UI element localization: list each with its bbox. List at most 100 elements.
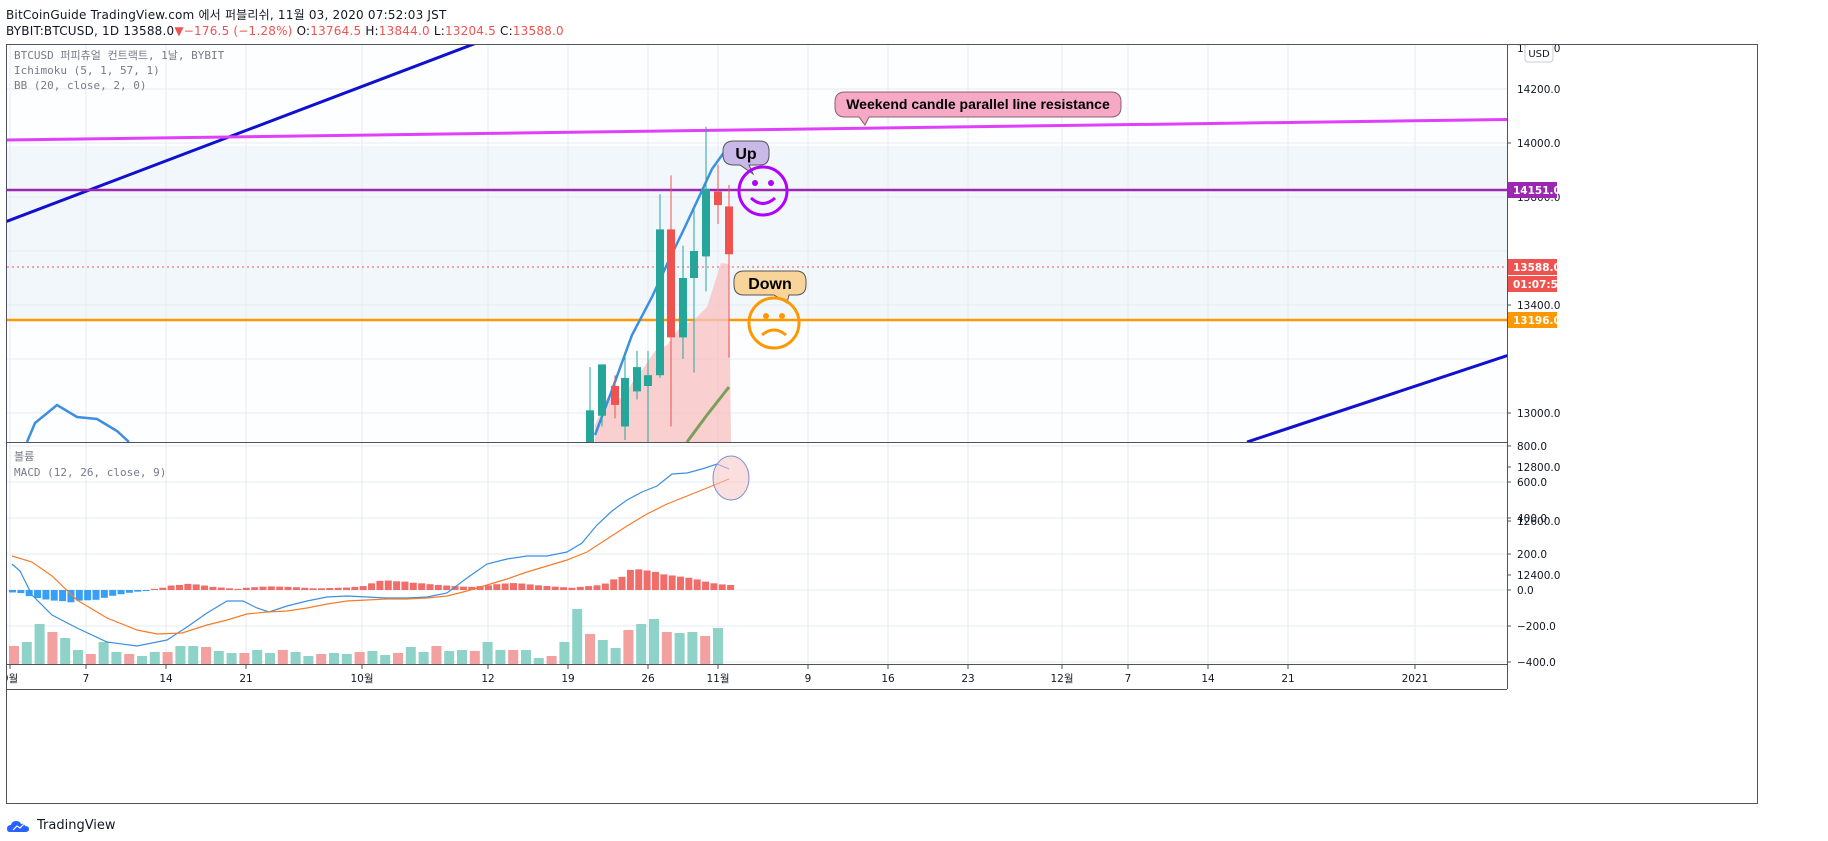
legend-macd[interactable]: MACD (12, 26, close, 9) (14, 466, 166, 479)
volume-bar (444, 651, 455, 664)
macd-histogram-bar (476, 586, 484, 590)
volume-bar (674, 633, 685, 664)
volume-bar (380, 655, 391, 664)
cloud-band (7, 146, 1757, 320)
legend-volume[interactable]: 볼륨 (14, 450, 34, 463)
resistance-callout[interactable]: Weekend candle parallel line resistance (834, 91, 1122, 126)
macd-tick-label: −400.0 (1517, 657, 1556, 669)
candle-body (725, 206, 733, 255)
macd-histogram-bar (125, 590, 133, 593)
volume-bar (367, 651, 378, 664)
macd-histogram-bar (50, 590, 58, 601)
weekend-resistance-line[interactable] (7, 114, 1757, 142)
macd-tick-label: 600.0 (1517, 477, 1547, 489)
macd-histogram-bar (543, 585, 551, 590)
bollinger-upper-band (593, 143, 736, 436)
volume-bar (572, 609, 583, 664)
volume-bar (98, 642, 109, 664)
volume-bar (265, 653, 275, 664)
macd-histogram-bar (493, 584, 501, 590)
macd-histogram-bar (551, 586, 559, 590)
low-label: L: (433, 24, 445, 38)
macd-line (11, 463, 730, 647)
volume-bar (585, 634, 595, 664)
price-tag-bg (1508, 276, 1557, 292)
vertical-grid (9, 45, 1416, 442)
macd-histogram-bar (92, 590, 100, 600)
macd-histogram-bar (601, 583, 609, 590)
chart-frame[interactable]: Weekend candle parallel line resistance … (6, 44, 1758, 804)
sad-face-icon[interactable] (747, 296, 801, 350)
macd-histogram-bar (727, 584, 735, 590)
macd-histogram-bar (393, 581, 401, 590)
currency-label: USD (1528, 49, 1550, 60)
lower-horizontal-grid (7, 445, 1507, 663)
volume-bar (495, 650, 506, 664)
rising-trend-line-upper[interactable] (7, 45, 487, 223)
volume-bar (405, 647, 416, 664)
macd-histogram-bar (535, 585, 543, 590)
macd-histogram-bar (343, 587, 350, 590)
macd-histogram-bar (176, 584, 183, 590)
volume-bar (9, 646, 19, 664)
volume-bar (34, 624, 45, 664)
down-callout[interactable]: Down (733, 270, 807, 304)
price-tick-label: 12800.0 (1517, 462, 1560, 474)
candle-body (667, 229, 675, 338)
time-tick-label: 16 (881, 673, 895, 685)
macd-histogram-bar (142, 590, 150, 591)
time-axis[interactable] (7, 665, 1507, 689)
macd-histogram-bar (409, 582, 417, 590)
smiley-face-icon[interactable] (737, 165, 789, 217)
price-tick-label: 14000.0 (1517, 138, 1560, 150)
currency-button[interactable]: USD (1524, 45, 1554, 63)
legend-instrument[interactable]: BTCUSD 퍼피츄얼 컨트랙트, 1날, BYBIT (14, 48, 225, 62)
macd-histogram-bar (643, 570, 651, 590)
candle-body (611, 386, 619, 405)
macd-histogram-bar (376, 580, 384, 590)
macd-histogram-bar (326, 587, 334, 590)
macd-tick-label: 800.0 (1517, 441, 1547, 453)
time-tick-label: 23 (961, 673, 974, 685)
price-tag-label: 13588.0 (1513, 262, 1561, 274)
time-tick-label: 7 (1125, 673, 1132, 685)
time-tick-label: 26 (641, 673, 655, 685)
candle-body (714, 191, 722, 206)
volume-bar (47, 632, 58, 664)
price-axis-labels: 15000.014800.014600.014400.014000.013800… (1507, 45, 1560, 582)
volume-bar (21, 642, 32, 664)
macd-histogram-bar (25, 590, 33, 597)
up-callout[interactable]: Up (722, 140, 770, 176)
close-value: 13588.0 (512, 24, 564, 38)
volume-bar (85, 654, 96, 664)
macd-histogram-bar (660, 574, 668, 590)
price-axis[interactable] (1507, 45, 1757, 803)
macd-histogram-bar (576, 586, 584, 590)
macd-histogram-bar (134, 590, 142, 592)
price-tag-bg (1508, 259, 1557, 275)
macd-histogram-bar (651, 571, 659, 590)
macd-histogram-bar (75, 590, 83, 601)
legend-ichimoku[interactable]: Ichimoku (5, 1, 57, 1) (14, 64, 160, 77)
volume-bar (546, 656, 557, 664)
macd-histogram-bar (150, 588, 158, 590)
tradingview-logo-icon (7, 820, 29, 832)
macd-cross-highlight[interactable] (712, 455, 750, 501)
legend-bb[interactable]: BB (20, close, 2, 0) (14, 79, 146, 92)
macd-histogram-bar (276, 586, 284, 590)
chart-canvas[interactable]: Weekend candle parallel line resistance … (7, 45, 1757, 803)
time-tick-label: 10월 (350, 673, 373, 685)
macd-histogram-bar (426, 584, 434, 590)
candlesticks[interactable] (586, 126, 733, 602)
macd-signal-line (11, 478, 730, 635)
macd-histogram-bar (284, 586, 292, 590)
price-tag-label: 01:07:59 (1513, 279, 1565, 291)
time-tick-label: 9 (805, 673, 812, 685)
macd-histogram-bar (167, 585, 175, 590)
macd-histogram-bar (510, 583, 517, 590)
volume-bar (277, 650, 288, 664)
volume-bar (226, 653, 237, 664)
volume-bar (521, 650, 531, 664)
macd-histogram-bar (309, 588, 317, 590)
volume-bar (290, 652, 301, 664)
